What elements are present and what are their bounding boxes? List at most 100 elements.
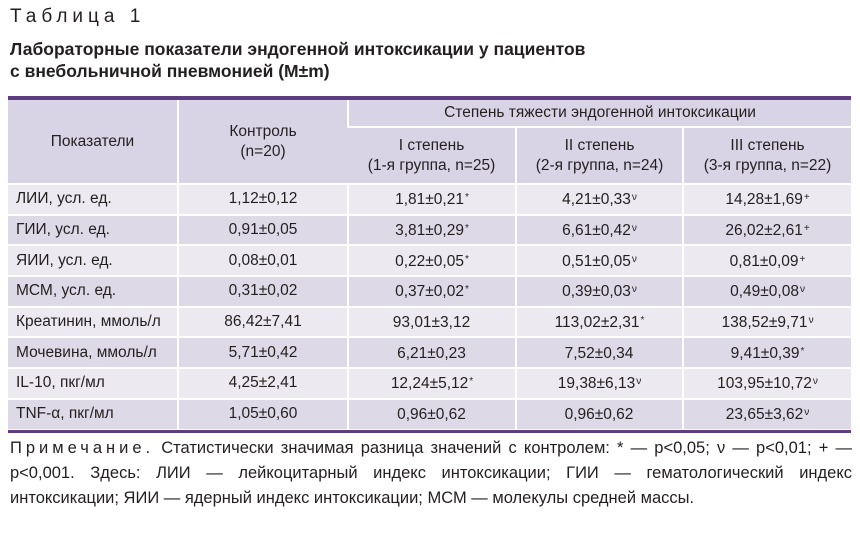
cell-control: 0,08±0,01 [177,244,348,277]
note-text: Статистически значимая разница значений … [10,439,852,507]
row-name: Мочевина, ммоль/л [8,336,178,369]
cell-group-3: 14,28±1,69+ [681,183,852,215]
cell-group-3: 103,95±10,72ν [681,367,852,399]
table-row: IL-10, пкг/мл 4,25±2,41 12,24±5,12* 19,3… [8,367,852,399]
cell-value: 0,91±0,05 [228,221,298,239]
cell-value: 0,49±0,08 [730,283,799,301]
cell-value: 0,37±0,02 [395,283,464,301]
significance-mark: ν [799,284,805,296]
significance-mark: * [464,253,469,265]
header-control-line-2: (n=20) [240,142,286,160]
table-row: ЯИИ, усл. ед. 0,08±0,01 0,22±0,05* 0,51±… [8,244,852,277]
table-row: МСМ, усл. ед. 0,31±0,02 0,37±0,02* 0,39±… [8,275,852,307]
header-indicators: Показатели [8,100,178,185]
header-control-line-1: Контроль [229,122,297,140]
cell-group-1: 93,01±3,12 [347,305,516,338]
significance-mark: + [799,253,806,265]
cell-value: 86,42±7,41 [224,313,302,331]
cell-value: 26,02±2,61 [725,222,803,240]
cell-group-3: 138,52±9,71ν [681,305,852,338]
significance-mark: ν [631,284,637,296]
cell-group-1: 1,81±0,21* [347,183,516,215]
cell-control: 0,91±0,05 [177,213,348,246]
significance-mark: * [464,223,469,235]
cell-control: 1,12±0,12 [177,183,348,215]
cell-value: 0,31±0,02 [228,282,298,300]
row-name: TNF-α, пкг/мл [8,397,178,429]
cell-value: 23,65±3,62 [725,406,804,424]
significance-mark: ν [636,376,642,388]
header-group-2-line-1: II степень [564,136,635,154]
cell-group-3: 0,49±0,08ν [681,275,852,307]
significance-mark: ν [804,407,810,419]
cell-value: 103,95±10,72 [717,375,812,393]
table-row: ЛИИ, усл. ед. 1,12±0,12 1,81±0,21* 4,21±… [8,183,852,215]
cell-value: 0,22±0,05 [395,252,464,270]
cell-value: 9,41±0,39 [730,344,800,362]
header-group-3-line-1: III степень [730,136,805,154]
significance-mark: * [464,284,469,296]
cell-group-2: 19,38±6,13ν [515,367,683,399]
cell-value: 0,96±0,62 [397,406,466,424]
cell-group-2: 4,21±0,33ν [515,183,683,215]
cell-value: 93,01±3,12 [392,314,471,332]
cell-group-2: 6,61±0,42ν [515,213,683,246]
cell-control: 0,31±0,02 [177,275,348,307]
cell-value: 14,28±1,69 [725,191,803,209]
row-name: IL-10, пкг/мл [8,367,178,399]
cell-control: 1,05±0,60 [177,397,348,429]
cell-group-2: 113,02±2,31* [515,305,683,338]
cell-group-1: 0,96±0,62 [347,397,516,429]
cell-value: 5,71±0,42 [228,343,298,361]
table-header: Показатели Контроль (n=20) Степень тяжес… [8,100,852,185]
table-row: TNF-α, пкг/мл 1,05±0,60 0,96±0,62 0,96±0… [8,397,852,429]
cell-group-1: 0,22±0,05* [347,244,516,277]
table-top-rule [8,96,851,100]
row-name: ГИИ, усл. ед. [8,213,178,246]
header-severity: Степень тяжести эндогенной интоксикации [346,100,852,128]
cell-value: 19,38±6,13 [557,375,636,393]
header-group-2-line-2: (2-я группа, n=24) [535,156,664,174]
cell-control: 86,42±7,41 [177,305,348,338]
significance-mark: + [803,223,810,235]
row-name: Креатинин, ммоль/л [8,305,178,338]
cell-value: 7,52±0,34 [564,344,634,362]
cell-group-1: 0,37±0,02* [347,275,516,307]
table-note: Примечание. Статистически значимая разни… [10,436,852,511]
cell-group-1: 12,24±5,12* [347,367,516,399]
row-name: МСМ, усл. ед. [8,275,178,307]
header-group-1-line-2: (1-я группа, n=25) [367,156,496,174]
table-bottom-rule [8,430,851,433]
cell-value: 0,39±0,03 [562,283,631,301]
cell-group-1: 3,81±0,29* [347,213,516,246]
cell-value: 4,25±2,41 [228,374,298,392]
cell-group-2: 0,96±0,62 [515,397,683,429]
significance-mark: ν [808,315,814,327]
cell-control: 4,25±2,41 [177,367,348,399]
cell-value: 113,02±2,31 [554,314,640,332]
table-row: Мочевина, ммоль/л 5,71±0,42 6,21±0,23 7,… [8,336,852,369]
table-title: Лабораторные показатели эндогенной инток… [10,38,850,82]
table-row: Креатинин, ммоль/л 86,42±7,41 93,01±3,12… [8,305,852,338]
cell-value: 6,61±0,42 [562,222,631,240]
significance-mark: ν [631,253,637,265]
cell-value: 6,21±0,23 [397,344,466,362]
significance-mark: * [469,376,474,388]
header-group-3-line-2: (3-я группа, n=22) [703,156,832,174]
row-name: ЛИИ, усл. ед. [8,183,178,215]
significance-mark: * [800,345,805,357]
cell-value: 4,21±0,33 [562,191,631,209]
cell-value: 3,81±0,29 [395,222,464,240]
significance-mark: ν [812,376,818,388]
cell-value: 1,05±0,60 [228,405,298,423]
cell-value: 1,81±0,21 [395,191,464,209]
significance-mark: ν [631,223,637,235]
significance-mark: + [803,192,810,204]
table-body: ЛИИ, усл. ед. 1,12±0,12 1,81±0,21* 4,21±… [8,183,852,429]
cell-group-2: 0,39±0,03ν [515,275,683,307]
table-row: ГИИ, усл. ед. 0,91±0,05 3,81±0,29* 6,61±… [8,213,852,246]
cell-value: 138,52±9,71 [721,314,808,332]
cell-value: 0,81±0,09 [729,252,799,270]
cell-group-3: 9,41±0,39* [681,336,852,369]
cell-group-2: 0,51±0,05ν [515,244,683,277]
